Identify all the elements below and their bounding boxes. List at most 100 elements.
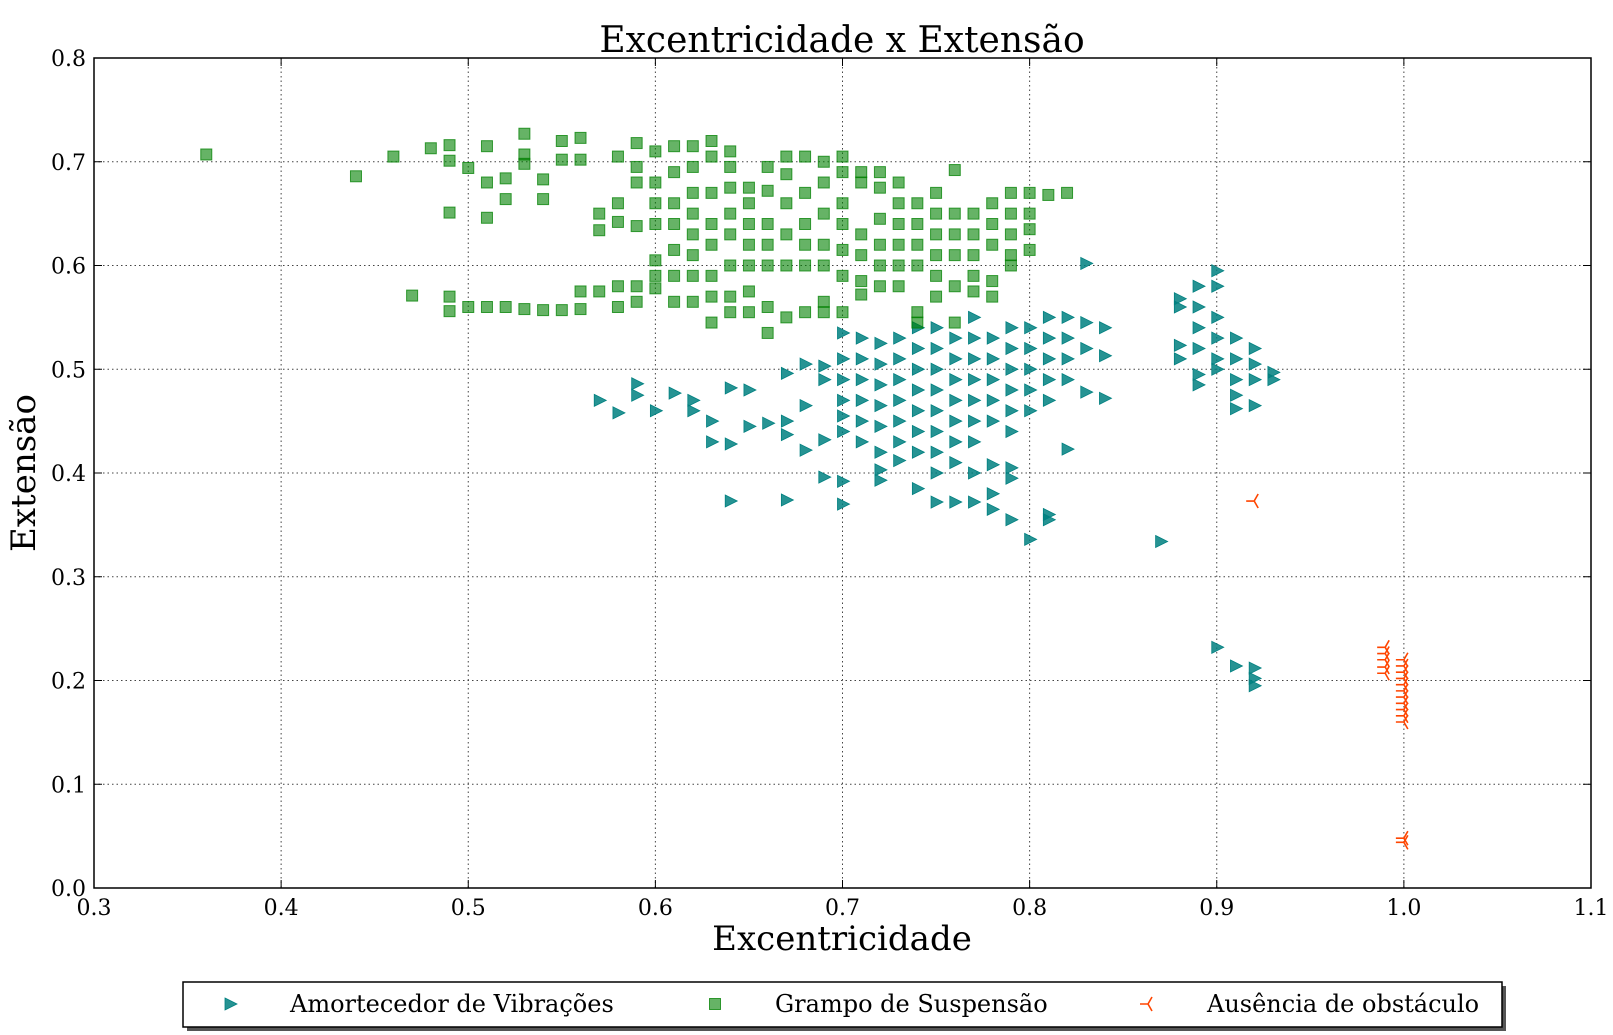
- amortecedor-point: [893, 453, 907, 468]
- grampo-point: [1023, 243, 1036, 256]
- amortecedor-point: [968, 435, 982, 449]
- grampo-point: [668, 197, 681, 210]
- amortecedor-point: [855, 331, 870, 345]
- grampo-point: [443, 154, 456, 167]
- amortecedor-point: [893, 331, 907, 345]
- grampo-point: [967, 249, 980, 262]
- grampo-point: [724, 181, 737, 194]
- grampo-point: [930, 269, 943, 282]
- grampo-point: [630, 176, 643, 189]
- grampo-point: [668, 140, 681, 153]
- amortecedor-point: [986, 331, 1001, 345]
- grampo-point: [930, 186, 943, 199]
- grampo-point: [948, 249, 961, 262]
- grampo-point: [630, 160, 643, 173]
- grampo-point: [668, 269, 681, 282]
- axis-ticks: 0.3 0.4 0.5 0.6 0.7 0.8 0.9 1.0 1.1 0.0 0.1 0.2 0.3 0…: [51, 47, 1609, 921]
- amortecedor-point: [612, 406, 626, 420]
- amortecedor-point: [837, 326, 851, 340]
- grampo-point: [892, 197, 905, 210]
- grampo-point: [948, 207, 961, 220]
- amortecedor-point: [837, 497, 851, 511]
- grampo-point: [686, 228, 699, 241]
- grampo-point: [705, 186, 718, 199]
- amortecedor-point: [799, 357, 813, 371]
- amortecedor-point: [949, 455, 963, 470]
- grampo-point: [724, 207, 737, 220]
- amortecedor-point: [1248, 372, 1263, 387]
- grampo-point: [855, 288, 868, 301]
- grampo-point: [873, 238, 886, 251]
- amortecedor-point: [874, 445, 888, 459]
- grampo-point: [817, 238, 830, 251]
- amortecedor-point: [949, 393, 963, 408]
- amortecedor-point: [930, 341, 944, 356]
- grampo-point: [799, 238, 812, 251]
- amortecedor-point: [1173, 292, 1188, 306]
- amortecedor-point: [1230, 331, 1244, 345]
- grampo-point: [892, 280, 905, 293]
- grampo-point: [499, 172, 512, 185]
- grampo-point: [892, 176, 905, 189]
- grampo-point: [817, 306, 830, 319]
- amortecedor-point: [1005, 424, 1019, 439]
- legend-marker-ausencia: [1140, 996, 1153, 1012]
- amortecedor-point: [1080, 315, 1094, 330]
- amortecedor-point: [1042, 331, 1057, 345]
- grampo-point: [724, 228, 737, 241]
- grampo-point: [555, 135, 568, 147]
- grampo-point: [948, 316, 961, 329]
- amortecedor-point: [706, 414, 720, 428]
- grampo-point: [668, 166, 681, 179]
- ausencia-point: [1395, 834, 1409, 850]
- grampo-point: [780, 311, 793, 324]
- grampo-point: [686, 295, 699, 308]
- grampo-point: [780, 197, 793, 210]
- amortecedor-point: [687, 393, 701, 408]
- grampo-point: [836, 166, 849, 179]
- amortecedor-point: [911, 362, 926, 376]
- amortecedor-point: [1230, 659, 1244, 673]
- amortecedor-point: [780, 366, 795, 381]
- amortecedor-point: [1173, 300, 1188, 314]
- amortecedor-point: [799, 443, 813, 457]
- legend-label-amortecedor: Amortecedor de Vibrações: [289, 990, 614, 1018]
- grampo-point: [724, 259, 737, 272]
- grampo-point: [892, 259, 905, 272]
- grampo-point: [930, 228, 943, 241]
- y-tick-label: 0.1: [51, 773, 86, 798]
- grampo-point: [799, 306, 812, 319]
- grampo-point: [986, 197, 999, 210]
- amortecedor-point: [1099, 349, 1113, 363]
- x-tick-label: 0.3: [77, 896, 112, 921]
- grampo-point: [855, 249, 868, 262]
- amortecedor-point: [986, 393, 1001, 408]
- amortecedor-point: [799, 398, 813, 413]
- amortecedor-point: [986, 352, 1001, 366]
- x-tick-label: 0.8: [1012, 896, 1047, 921]
- amortecedor-point: [1005, 513, 1019, 527]
- amortecedor-point: [930, 362, 944, 376]
- grampo-point: [967, 207, 980, 220]
- amortecedor-point: [818, 470, 832, 484]
- amortecedor-point: [818, 359, 832, 373]
- grampo-point: [630, 280, 643, 293]
- amortecedor-point: [855, 414, 870, 428]
- amortecedor-point: [930, 424, 944, 439]
- grampo-point: [480, 211, 493, 224]
- grampo-point: [593, 224, 606, 237]
- amortecedor-point: [1192, 279, 1206, 293]
- amortecedor-point: [968, 310, 982, 325]
- grampo-point: [462, 161, 475, 174]
- y-tick-label: 0.4: [51, 462, 86, 487]
- grampo-point: [911, 259, 924, 272]
- grampo-point: [780, 259, 793, 272]
- amortecedor-point: [1024, 532, 1038, 547]
- amortecedor-point: [818, 433, 832, 447]
- x-tick-label: 0.9: [1199, 896, 1234, 921]
- amortecedor-point: [930, 404, 944, 418]
- amortecedor-point: [1061, 331, 1075, 345]
- x-tick-label: 1.1: [1574, 896, 1609, 921]
- grampo-point: [686, 140, 699, 153]
- amortecedor-point: [968, 414, 982, 428]
